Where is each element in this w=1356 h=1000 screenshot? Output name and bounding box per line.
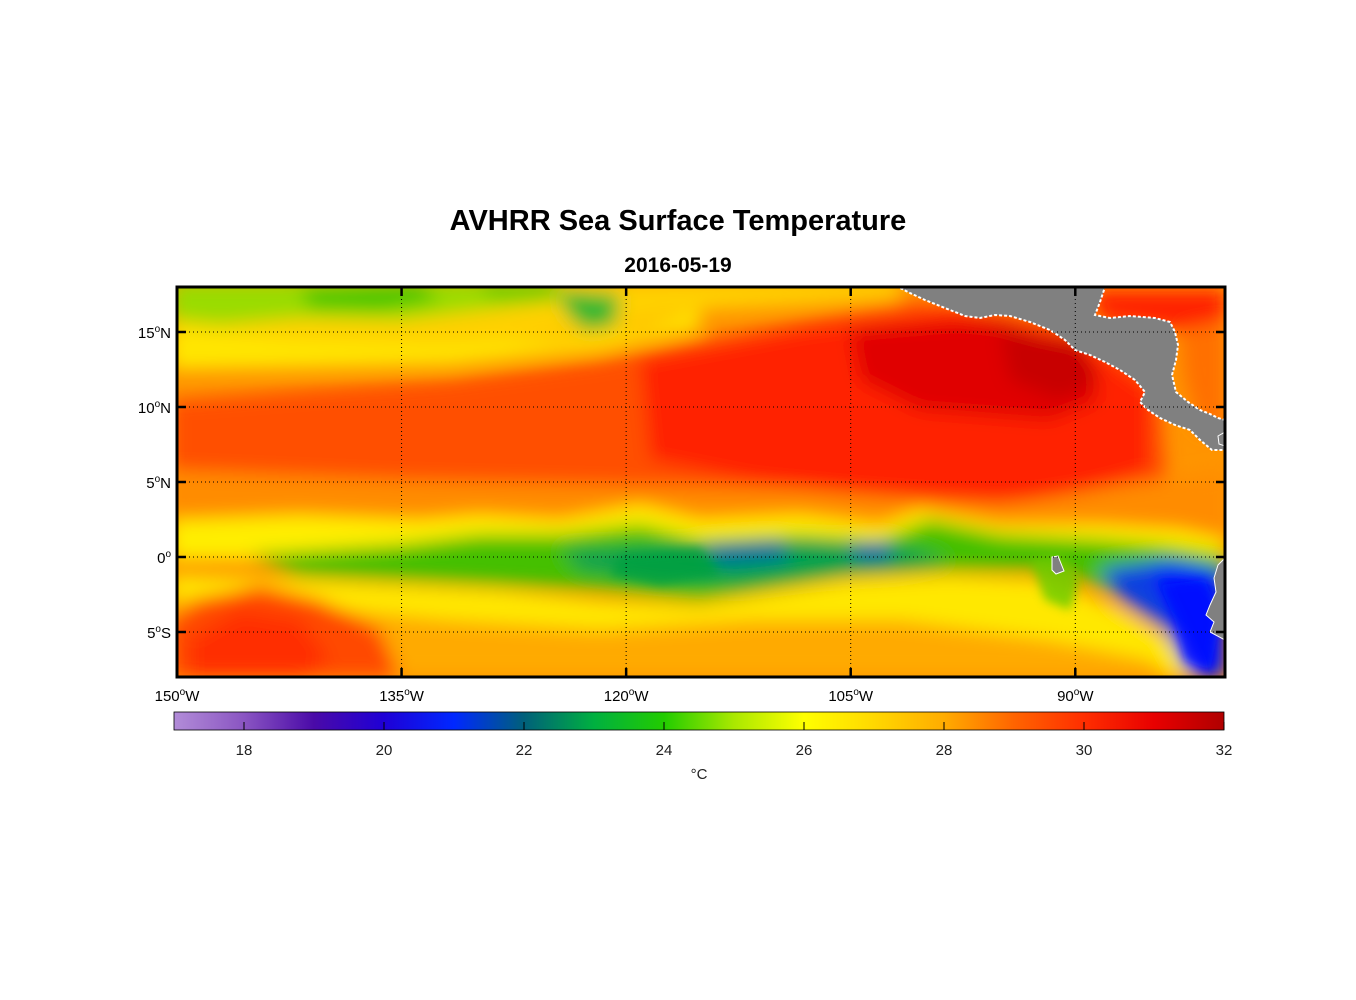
graticule — [177, 287, 1225, 677]
longitude-tick-label: 90oW — [1057, 687, 1094, 705]
longitude-labels: 150oW 135oW 120oW 105oW 90oW — [155, 687, 1095, 705]
colorbar-tick-label: 22 — [516, 742, 533, 759]
colorbar: 18 20 22 24 26 28 30 32 °C — [173, 711, 1233, 783]
colorbar-labels: 18 20 22 24 26 28 30 32 — [236, 742, 1233, 759]
galapagos-land — [1051, 555, 1065, 575]
figure-title: AVHRR Sea Surface Temperature — [449, 205, 907, 237]
colorbar-units: °C — [691, 766, 708, 783]
sst-field — [177, 287, 1225, 677]
figure-date: 2016-05-19 — [624, 254, 732, 277]
central-america-land — [897, 287, 1225, 451]
colorbar-ticks — [243, 722, 1225, 730]
latitude-tick-label: 5oS — [147, 624, 171, 642]
colorbar-gradient — [173, 711, 1225, 731]
latitude-tick-label: 15oN — [138, 324, 171, 342]
colorbar-tick-label: 28 — [936, 742, 953, 759]
colorbar-tick-label: 18 — [236, 742, 253, 759]
frame-ticks — [175, 287, 1225, 677]
longitude-tick-label: 135oW — [379, 687, 425, 705]
colorbar-tick-label: 20 — [376, 742, 393, 759]
longitude-tick-label: 105oW — [828, 687, 874, 705]
latitude-labels: 15oN 10oN 5oN 0o 5oS — [138, 324, 172, 642]
latitude-tick-label: 10oN — [138, 399, 171, 417]
colorbar-tick-label: 30 — [1076, 742, 1093, 759]
latitude-tick-label: 5oN — [146, 474, 171, 492]
longitude-tick-label: 120oW — [604, 687, 650, 705]
south-america-land — [1205, 557, 1225, 641]
colorbar-tick-label: 26 — [796, 742, 813, 759]
colorbar-tick-label: 24 — [656, 742, 673, 759]
land-masses — [897, 287, 1225, 641]
longitude-tick-label: 150oW — [155, 687, 201, 705]
colorbar-tick-label: 32 — [1216, 742, 1233, 759]
latitude-tick-label: 0o — [157, 549, 171, 567]
